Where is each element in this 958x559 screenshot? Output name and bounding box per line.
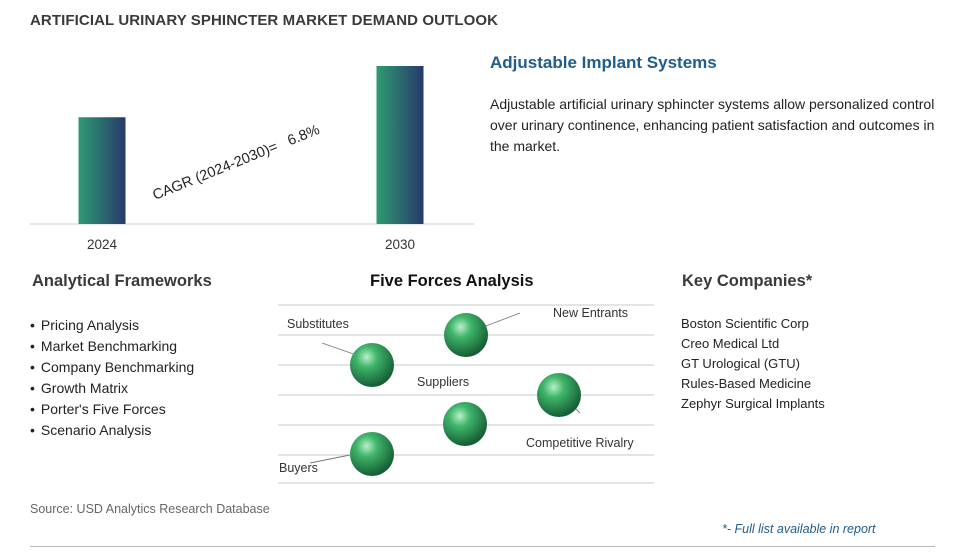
segment-description: Adjustable artificial urinary sphincter … bbox=[490, 96, 935, 154]
list-item: GT Urological (GTU) bbox=[681, 356, 800, 371]
competitive-rivalry-label: Competitive Rivalry bbox=[526, 436, 634, 450]
full-list-footnote: *- Full list available in report bbox=[722, 522, 876, 536]
frameworks-list: Pricing Analysis Market Benchmarking Com… bbox=[30, 315, 194, 441]
bottom-divider bbox=[30, 546, 935, 547]
frameworks-heading: Analytical Frameworks bbox=[32, 272, 212, 290]
substitutes-label: Substitutes bbox=[287, 317, 349, 331]
list-item: Company Benchmarking bbox=[30, 357, 194, 378]
new-entrants-sphere bbox=[444, 313, 488, 357]
buyers-sphere bbox=[350, 432, 394, 476]
competitive-rivalry-sphere bbox=[537, 373, 581, 417]
bar-2024 bbox=[78, 117, 126, 224]
list-item: Boston Scientific Corp bbox=[681, 316, 809, 331]
x-tick-label: 2024 bbox=[87, 237, 118, 252]
cagr-annotation: CAGR (2024-2030)= 6.8% bbox=[151, 122, 323, 204]
x-tick-label: 2030 bbox=[385, 237, 415, 252]
key-companies-list: Boston Scientific Corp Creo Medical Ltd … bbox=[681, 314, 825, 414]
list-item: Growth Matrix bbox=[30, 378, 194, 399]
list-item: Rules-Based Medicine bbox=[681, 376, 812, 391]
market-bar-chart: 2024 2030 CAGR (2024-2030)= 6.8% bbox=[30, 66, 474, 252]
list-item: Scenario Analysis bbox=[30, 420, 194, 441]
five-forces-diagram: Substitutes New Entrants Suppliers Compe… bbox=[278, 304, 654, 484]
buyers-label: Buyers bbox=[279, 461, 318, 475]
page-title: ARTIFICIAL URINARY SPHINCTER MARKET DEMA… bbox=[30, 12, 499, 29]
new-entrants-label: New Entrants bbox=[553, 306, 628, 320]
list-item: Porter's Five Forces bbox=[30, 399, 194, 420]
key-companies-heading: Key Companies* bbox=[682, 272, 813, 290]
suppliers-sphere bbox=[443, 402, 487, 446]
five-forces-heading: Five Forces Analysis bbox=[370, 272, 534, 290]
bar-2030 bbox=[376, 66, 424, 224]
substitutes-sphere bbox=[350, 343, 394, 387]
list-item: Zephyr Surgical Implants bbox=[681, 396, 825, 411]
list-item: Market Benchmarking bbox=[30, 336, 194, 357]
suppliers-label: Suppliers bbox=[417, 375, 469, 389]
segment-title: Adjustable Implant Systems bbox=[490, 53, 717, 72]
list-item: Creo Medical Ltd bbox=[681, 336, 780, 351]
source-note: Source: USD Analytics Research Database bbox=[30, 502, 270, 516]
list-item: Pricing Analysis bbox=[30, 315, 194, 336]
